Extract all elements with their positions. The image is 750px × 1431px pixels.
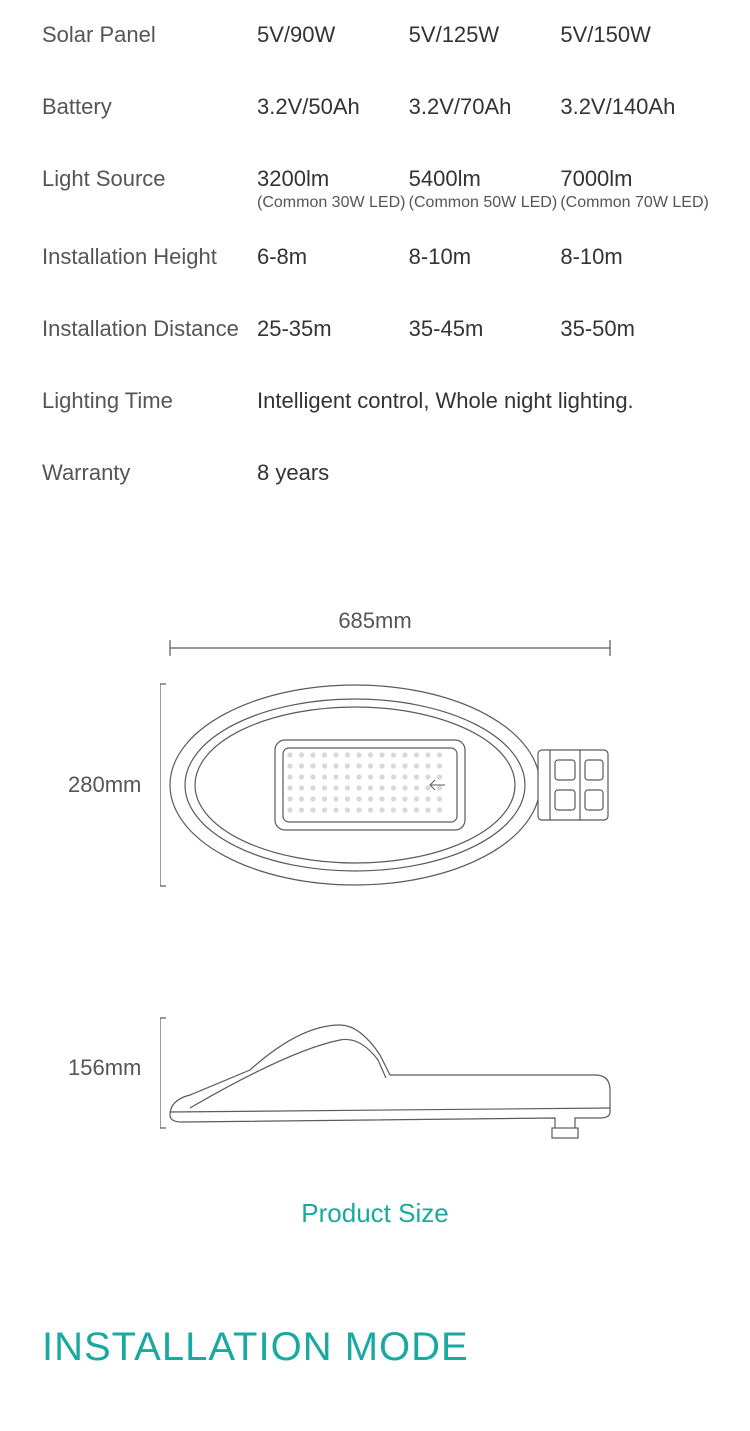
spec-value-main: 7000lm bbox=[560, 166, 712, 192]
spec-table: Solar Panel 5V/90W 5V/125W 5V/150W Batte… bbox=[0, 0, 750, 532]
spec-value: 8-10m bbox=[409, 244, 561, 270]
spec-value: 25-35m bbox=[257, 316, 409, 342]
spec-values: 3.2V/50Ah 3.2V/70Ah 3.2V/140Ah bbox=[257, 94, 712, 120]
spec-value: 35-50m bbox=[560, 316, 712, 342]
dimension-height: 280mm bbox=[68, 772, 141, 798]
spec-values: Intelligent control, Whole night lightin… bbox=[257, 388, 712, 414]
spec-value-main: 5400lm bbox=[409, 166, 561, 192]
spec-value: 3.2V/140Ah bbox=[560, 94, 712, 120]
spec-row-warranty: Warranty 8 years bbox=[42, 460, 712, 532]
spec-value: 5400lm (Common 50W LED) bbox=[409, 166, 561, 212]
spec-value: 7000lm (Common 70W LED) bbox=[560, 166, 712, 212]
spec-row-lighting-time: Lighting Time Intelligent control, Whole… bbox=[42, 388, 712, 460]
spec-value: 35-45m bbox=[409, 316, 561, 342]
spec-label: Installation Distance bbox=[42, 316, 257, 342]
spec-value: Intelligent control, Whole night lightin… bbox=[257, 388, 712, 414]
spec-row-battery: Battery 3.2V/50Ah 3.2V/70Ah 3.2V/140Ah bbox=[42, 94, 712, 166]
spec-row-install-height: Installation Height 6-8m 8-10m 8-10m bbox=[42, 244, 712, 316]
product-size-heading: Product Size bbox=[0, 1198, 750, 1229]
spec-label: Light Source bbox=[42, 166, 257, 192]
spec-value: 8 years bbox=[257, 460, 712, 486]
spec-label: Solar Panel bbox=[42, 22, 257, 48]
spec-label: Lighting Time bbox=[42, 388, 257, 414]
spec-values: 5V/90W 5V/125W 5V/150W bbox=[257, 22, 712, 48]
spec-value: 3.2V/50Ah bbox=[257, 94, 409, 120]
spec-value: 5V/150W bbox=[560, 22, 712, 48]
spec-values: 25-35m 35-45m 35-50m bbox=[257, 316, 712, 342]
spec-value: 8-10m bbox=[560, 244, 712, 270]
spec-row-solar-panel: Solar Panel 5V/90W 5V/125W 5V/150W bbox=[42, 22, 712, 94]
spec-row-light-source: Light Source 3200lm (Common 30W LED) 540… bbox=[42, 166, 712, 244]
top-view-drawing bbox=[160, 640, 640, 900]
spec-label: Installation Height bbox=[42, 244, 257, 270]
spec-value: 3200lm (Common 30W LED) bbox=[257, 166, 409, 212]
spec-value: 5V/125W bbox=[409, 22, 561, 48]
spec-label: Battery bbox=[42, 94, 257, 120]
spec-values: 8 years bbox=[257, 460, 712, 486]
dimension-width: 685mm bbox=[0, 608, 750, 634]
spec-value: 6-8m bbox=[257, 244, 409, 270]
spec-value-sub: (Common 50W LED) bbox=[409, 194, 561, 212]
spec-row-install-distance: Installation Distance 25-35m 35-45m 35-5… bbox=[42, 316, 712, 388]
spec-value-main: 3200lm bbox=[257, 166, 409, 192]
spec-label: Warranty bbox=[42, 460, 257, 486]
dimension-depth: 156mm bbox=[68, 1055, 141, 1081]
side-view-drawing bbox=[160, 1000, 640, 1150]
installation-mode-heading: INSTALLATION MODE bbox=[42, 1325, 469, 1370]
spec-values: 6-8m 8-10m 8-10m bbox=[257, 244, 712, 270]
spec-value-sub: (Common 70W LED) bbox=[560, 194, 712, 212]
spec-value-sub: (Common 30W LED) bbox=[257, 194, 409, 212]
spec-value: 3.2V/70Ah bbox=[409, 94, 561, 120]
spec-values: 3200lm (Common 30W LED) 5400lm (Common 5… bbox=[257, 166, 712, 212]
spec-value: 5V/90W bbox=[257, 22, 409, 48]
